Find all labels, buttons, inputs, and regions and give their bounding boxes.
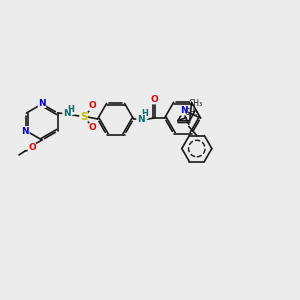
Text: N: N [22,127,29,136]
Text: N: N [137,115,144,124]
Text: H: H [141,110,148,118]
Text: CH₃: CH₃ [188,99,203,108]
Text: CH₃: CH₃ [185,108,199,117]
Text: N: N [180,106,188,115]
Text: O: O [28,143,36,152]
Text: S: S [80,112,87,122]
Text: H: H [67,106,74,115]
Text: O: O [89,124,97,133]
Text: N: N [38,98,46,107]
Text: O: O [151,94,158,103]
Text: N: N [63,110,70,118]
Text: O: O [89,101,97,110]
